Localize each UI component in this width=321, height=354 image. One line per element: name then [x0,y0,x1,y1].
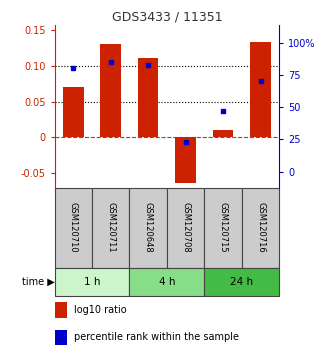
Text: time ▶: time ▶ [22,276,55,287]
Bar [129,268,204,296]
Text: GSM120648: GSM120648 [144,202,153,253]
Title: GDS3433 / 11351: GDS3433 / 11351 [112,11,222,24]
Bar [167,188,204,268]
Bar [100,44,121,137]
Bar [129,188,167,268]
Text: log10 ratio: log10 ratio [74,305,126,315]
Bar [204,188,242,268]
Bar [63,87,83,137]
Text: GSM120710: GSM120710 [69,202,78,253]
Bar [242,188,279,268]
Text: GSM120711: GSM120711 [106,202,115,253]
Text: 1 h: 1 h [84,276,100,287]
Text: 24 h: 24 h [230,276,253,287]
Bar [213,130,233,137]
Bar [204,268,279,296]
Bar [175,137,196,183]
Text: GSM120716: GSM120716 [256,202,265,253]
Text: 4 h: 4 h [159,276,175,287]
Bar [55,188,92,268]
Bar [55,330,67,345]
Bar [55,302,67,318]
Text: percentile rank within the sample: percentile rank within the sample [74,332,239,342]
Bar [92,188,129,268]
Bar [250,42,271,137]
Text: GSM120708: GSM120708 [181,202,190,253]
Bar [55,268,129,296]
Text: GSM120715: GSM120715 [219,202,228,253]
Bar [138,58,159,137]
